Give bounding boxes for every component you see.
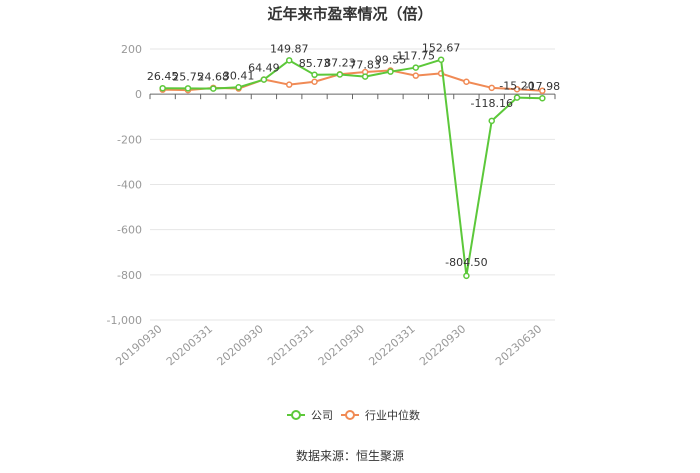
industry-median-point[interactable] [539,87,546,95]
legend-industry-label: 行业中位数 [365,408,420,422]
series-layer [159,56,546,280]
data-source: 数据来源：恒生聚源 [296,448,404,463]
company-point[interactable] [235,84,242,91]
company-series-line [162,58,543,277]
x-tick-label: 20220331 [366,322,417,368]
x-tick-label: 20200331 [164,322,215,368]
company-data-label: 25.75 [172,70,204,83]
legend-company-label: 公司 [311,409,333,422]
industry-median-point[interactable] [412,72,420,79]
company-point[interactable] [513,94,521,101]
industry-median-point[interactable] [488,84,495,92]
x-tick-label: 20230630 [493,322,544,368]
x-tick-label: 20210930 [316,322,367,368]
legend-industry-marker [345,410,355,420]
y-tick-label: -600 [117,224,142,237]
company-point[interactable] [463,272,470,280]
company-point[interactable] [311,71,318,79]
y-tick-label: -200 [117,133,142,146]
y-tick-label: 0 [135,88,142,101]
y-tick-label: -400 [117,179,142,192]
x-tick-label: 20210331 [265,322,316,368]
x-tick-label: 20220930 [417,322,468,368]
company-data-label: 149.87 [270,42,309,55]
industry-median-point[interactable] [463,78,470,85]
company-data-label: 30.41 [223,69,255,82]
company-point[interactable] [210,85,217,92]
company-point[interactable] [285,57,293,64]
company-data-label: 117.75 [397,50,436,63]
company-data-label: 77.83 [349,59,381,72]
legend-item-industry-median[interactable]: 行业中位数 [341,408,420,422]
company-point[interactable] [184,85,192,92]
y-tick-label: -800 [117,269,142,282]
company-point[interactable] [159,84,166,92]
company-point[interactable] [412,64,420,71]
company-point[interactable] [336,71,344,78]
company-point[interactable] [361,73,369,80]
company-data-label: -804.50 [445,256,487,269]
industry-median-point[interactable] [513,85,521,93]
company-data-label: 26.45 [147,70,179,83]
company-point[interactable] [539,94,546,102]
company-data-label: 99.55 [375,54,407,67]
company-data-label: -15.20 [499,80,534,93]
chart-title: 近年来市盈率情况（倍） [267,5,432,23]
legend-item-company[interactable]: 公司 [287,409,333,422]
industry-median-point[interactable] [285,81,293,88]
legend: 公司 行业中位数 [287,408,420,422]
industry-median-point[interactable] [311,78,318,85]
company-point[interactable] [437,56,445,63]
y-tick-label: -1,000 [107,314,142,327]
y-tick-label: 200 [121,43,142,56]
x-tick-label: 20190930 [113,322,164,368]
company-data-label: -118.16 [470,97,512,110]
company-data-label: -17.98 [525,80,560,93]
company-data-label: 64.49 [248,62,280,75]
x-tick-label: 20200930 [215,322,266,368]
company-data-label: 152.67 [422,42,461,55]
company-data-label: 24.68 [198,71,230,84]
grid [150,48,555,321]
legend-company-marker [291,410,301,420]
company-data-label: 85.73 [299,57,331,70]
company-point[interactable] [488,117,495,125]
company-point[interactable] [387,68,394,75]
company-point[interactable] [260,76,268,83]
company-data-label: 87.23 [324,56,356,69]
